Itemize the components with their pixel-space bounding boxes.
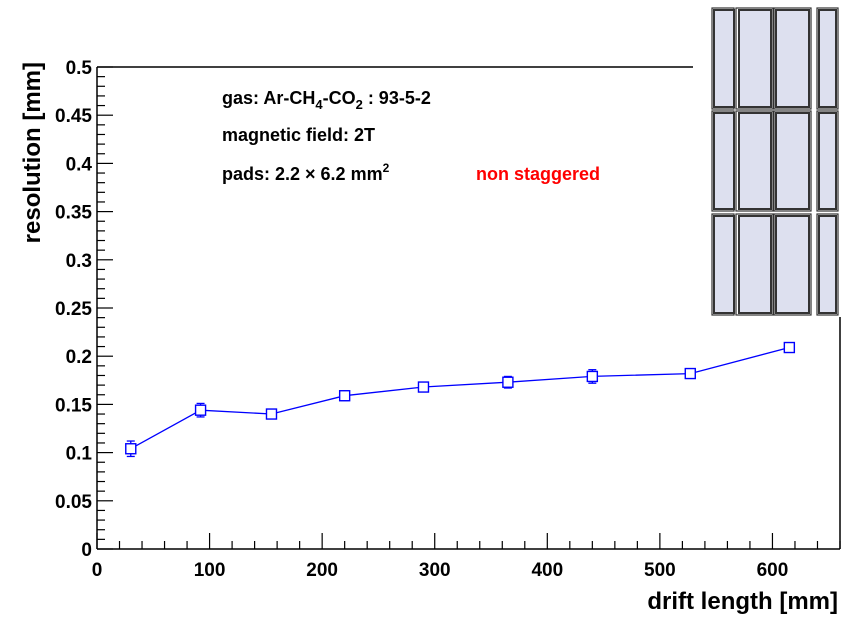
pad-cell: [775, 215, 810, 314]
pad-outline: [711, 7, 735, 110]
data-point-marker: [338, 390, 351, 402]
data-point-marker: [265, 408, 278, 420]
x-tick-label: 0: [92, 560, 103, 581]
pad-cell: [775, 9, 810, 108]
y-tick-label: 0.25: [55, 299, 92, 320]
y-tick-label: 0.3: [66, 251, 92, 272]
x-tick-label: 400: [531, 560, 563, 581]
x-tick-label: 500: [644, 560, 676, 581]
pad-outline: [773, 110, 812, 212]
x-tick-label: 600: [757, 560, 789, 581]
pad-outline: [816, 213, 839, 316]
data-point-marker: [125, 443, 137, 455]
pad-outline: [773, 213, 812, 316]
data-point-marker: [586, 370, 599, 383]
x-tick-label: 100: [194, 560, 226, 581]
data-point-marker: [502, 376, 514, 388]
pad-cell: [818, 215, 837, 314]
y-ticks: 0 0.05 0.1 0.15 0.2 0.25 0.3 0.35 0.4 0.45 0.5: [55, 58, 113, 561]
y-tick-label: 0.35: [55, 203, 92, 224]
data-point-marker: [417, 381, 430, 393]
x-tick-label: 200: [306, 560, 338, 581]
data-point-marker: [783, 341, 796, 354]
pad-cell: [738, 215, 772, 314]
annotation-non-staggered: non staggered: [476, 164, 600, 184]
y-axis-label: resolution [mm]: [19, 62, 46, 243]
pad-outline: [816, 110, 839, 212]
pad-outline: [735, 110, 774, 212]
y-tick-label: 0.15: [55, 395, 92, 416]
pad-outline: [773, 7, 812, 110]
data-point-marker: [684, 367, 696, 380]
pad-outline: [735, 213, 774, 316]
data-point-marker: [194, 404, 207, 416]
pad-cell: [818, 112, 837, 210]
y-tick-label: 0.5: [66, 58, 93, 79]
pad-outline: [711, 110, 735, 212]
pad-layout-inset: [711, 6, 839, 316]
y-tick-label: 0.45: [55, 106, 92, 127]
x-ticks: 0 100 200 300 400 500 600: [92, 533, 841, 581]
pad-cell: [713, 215, 735, 314]
annotation-gas: gas: Ar-CH4-CO2 : 93-5-2: [222, 88, 431, 112]
pad-outline: [735, 7, 774, 110]
pad-cell: [738, 9, 772, 108]
series-line: [130, 346, 790, 450]
pad-outline: [816, 7, 839, 110]
pad-cell: [738, 112, 772, 210]
pad-cell: [713, 112, 735, 210]
y-tick-label: 0.05: [55, 492, 92, 513]
y-tick-label: 0: [81, 540, 92, 561]
annotation-magnetic-field: magnetic field: 2T: [222, 125, 375, 145]
x-axis-label: drift length [mm]: [647, 588, 838, 615]
annotation-pads: pads: 2.2 × 6.2 mm2: [222, 161, 390, 184]
y-tick-label: 0.4: [66, 154, 93, 175]
pad-cell: [713, 9, 735, 108]
series: [125, 341, 796, 458]
pad-cell: [818, 9, 837, 108]
y-tick-label: 0.1: [66, 444, 93, 465]
x-tick-label: 300: [419, 560, 451, 581]
y-tick-label: 0.2: [66, 347, 92, 368]
pad-outline: [711, 213, 735, 316]
pad-cell: [775, 112, 810, 210]
